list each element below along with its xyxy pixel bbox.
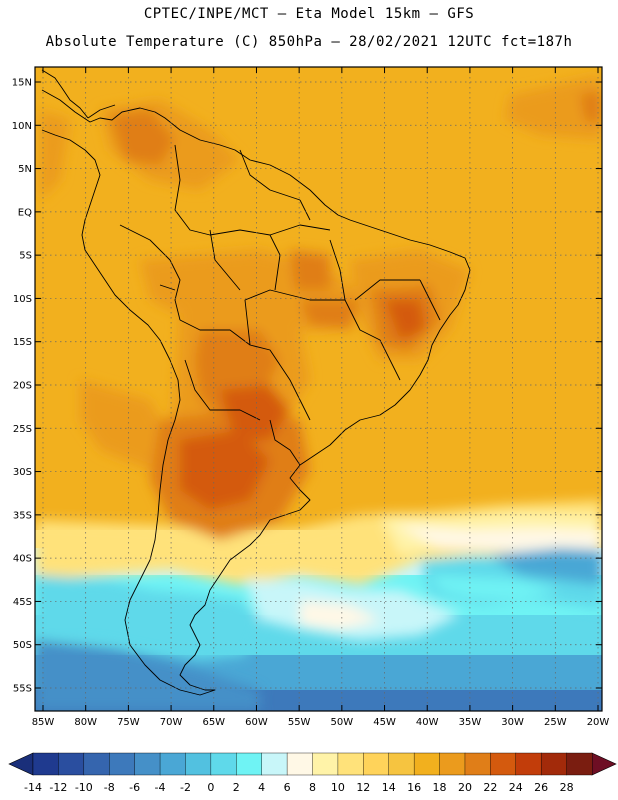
colorbar-swatch bbox=[159, 752, 186, 776]
lat-tick-label: 10N bbox=[12, 121, 32, 132]
colorbar-swatch bbox=[464, 752, 491, 776]
lat-tick-label: EQ bbox=[18, 207, 32, 218]
lon-tick-label: 45W bbox=[373, 717, 396, 728]
map-frame bbox=[34, 66, 603, 712]
colorbar-swatch bbox=[32, 752, 59, 776]
colorbar-swatch bbox=[83, 752, 110, 776]
lat-tick-label: 15S bbox=[13, 337, 32, 348]
colorbar-swatch bbox=[337, 752, 364, 776]
lon-tick-label: 50W bbox=[331, 717, 354, 728]
colorbar-label: 6 bbox=[284, 781, 291, 794]
colorbar-swatch bbox=[439, 752, 466, 776]
colorbar-swatch bbox=[490, 752, 517, 776]
lon-tick-label: 80W bbox=[74, 717, 97, 728]
lon-tick-label: 30W bbox=[501, 717, 524, 728]
colorbar-label: 22 bbox=[483, 781, 497, 794]
colorbar-label: 12 bbox=[356, 781, 370, 794]
colorbar-swatch bbox=[566, 752, 593, 776]
latitude-axis: 15N 10N 5N EQ 5S 10S 15S 20S 25S 30S 35S 40S 45S 50S 5… bbox=[12, 78, 602, 695]
south-america-coastline bbox=[41, 89, 471, 696]
colorbar-swatch bbox=[185, 752, 212, 776]
colorbar-label: -6 bbox=[129, 781, 140, 794]
colorbar-label: 26 bbox=[534, 781, 548, 794]
lat-tick-label: 15N bbox=[12, 78, 32, 89]
colorbar-swatch bbox=[312, 752, 339, 776]
colorbar-label: 18 bbox=[433, 781, 447, 794]
lat-tick-label: 5S bbox=[19, 251, 32, 262]
colorbar-swatch bbox=[286, 752, 314, 776]
colorbar-swatch bbox=[134, 752, 161, 776]
colorbar-swatch bbox=[515, 752, 542, 776]
colorbar-swatch bbox=[363, 752, 390, 776]
lon-tick-label: 70W bbox=[160, 717, 183, 728]
colorbar-label: -2 bbox=[180, 781, 191, 794]
colorbar-label: 0 bbox=[207, 781, 214, 794]
colorbar-swatch bbox=[388, 752, 415, 776]
colorbar-label: -4 bbox=[155, 781, 166, 794]
longitude-axis: 85W 80W 75W 70W 65W 60W 55W 50W 45W 40W 35W 30W 25W 2… bbox=[32, 67, 610, 728]
colorbar-swatch bbox=[109, 752, 136, 776]
lat-tick-label: 10S bbox=[13, 294, 32, 305]
colorbar-label: 2 bbox=[233, 781, 240, 794]
lat-tick-label: 50S bbox=[13, 640, 32, 651]
lon-tick-label: 35W bbox=[459, 717, 482, 728]
lat-tick-label: 5N bbox=[18, 164, 32, 175]
colorbar: -14 -12 -10 -8 -6 -4 -2 0 2 4 6 8 10 12 14 16 18 20 22 24 26… bbox=[8, 752, 617, 794]
colorbar-swatch bbox=[210, 752, 237, 776]
colorbar-label: 14 bbox=[382, 781, 396, 794]
colorbar-swatch bbox=[413, 752, 441, 776]
colorbar-label: 8 bbox=[309, 781, 316, 794]
map-title: CPTEC/INPE/MCT – Eta Model 15km – GFS bbox=[143, 6, 475, 22]
lat-tick-label: 25S bbox=[13, 424, 32, 435]
colorbar-label: 28 bbox=[560, 781, 574, 794]
colorbar-swatch bbox=[540, 752, 568, 776]
colorbar-label: -12 bbox=[49, 781, 67, 794]
colorbar-swatch bbox=[261, 752, 288, 776]
lat-tick-label: 30S bbox=[13, 467, 32, 478]
lon-tick-label: 40W bbox=[416, 717, 439, 728]
lon-tick-label: 20W bbox=[587, 717, 610, 728]
colorbar-label: 20 bbox=[458, 781, 472, 794]
lon-tick-label: 60W bbox=[245, 717, 268, 728]
colorbar-over-arrow bbox=[591, 752, 617, 776]
coastline-borders bbox=[41, 69, 471, 696]
lon-tick-label: 85W bbox=[32, 717, 55, 728]
lat-tick-label: 45S bbox=[13, 597, 32, 608]
colorbar-label: -14 bbox=[24, 781, 42, 794]
colorbar-swatch bbox=[58, 752, 85, 776]
lon-tick-label: 65W bbox=[202, 717, 225, 728]
lon-tick-label: 25W bbox=[544, 717, 567, 728]
country-borders bbox=[119, 144, 441, 466]
temperature-field bbox=[35, 67, 602, 711]
colorbar-label: 24 bbox=[509, 781, 523, 794]
lat-tick-label: 55S bbox=[13, 684, 32, 695]
lon-tick-label: 75W bbox=[117, 717, 140, 728]
lat-tick-label: 20S bbox=[13, 381, 32, 392]
colorbar-label: 16 bbox=[407, 781, 421, 794]
colorbar-label: 10 bbox=[331, 781, 345, 794]
colorbar-swatch bbox=[236, 752, 263, 776]
lon-tick-label: 55W bbox=[288, 717, 311, 728]
colorbar-label: 4 bbox=[258, 781, 265, 794]
colorbar-label: -10 bbox=[75, 781, 93, 794]
map-subtitle: Absolute Temperature (C) 850hPa – 28/02/… bbox=[45, 34, 573, 50]
caribbean-coast bbox=[87, 104, 116, 119]
central-america-coast bbox=[41, 69, 89, 119]
lat-tick-label: 35S bbox=[13, 510, 32, 521]
lat-tick-label: 40S bbox=[13, 554, 32, 565]
colorbar-label: -8 bbox=[104, 781, 115, 794]
colorbar-under-arrow bbox=[8, 752, 34, 776]
